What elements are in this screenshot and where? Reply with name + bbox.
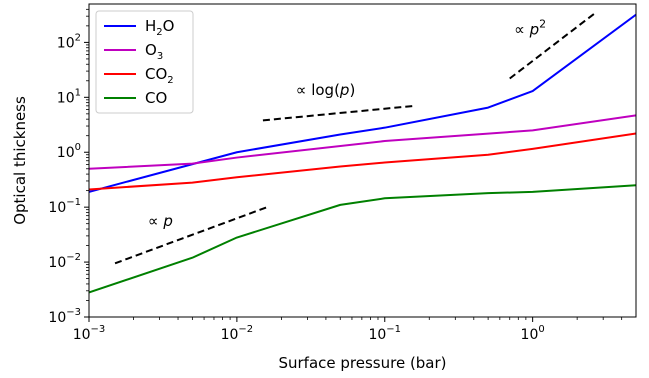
x-tick-label: 10−3 [73, 324, 106, 343]
annotation-2: ∝ log(p) [296, 81, 356, 99]
legend: H2O O3 CO2 CO [95, 10, 194, 114]
annotation-3: ∝ p2 [514, 17, 546, 38]
legend-label: CO [145, 89, 167, 107]
reference-line-2 [262, 104, 416, 122]
x-tick-label: 10−1 [368, 324, 401, 343]
legend-label: CO2 [145, 65, 174, 86]
series-line-h2o [89, 13, 636, 193]
series-line-co2 [89, 132, 636, 191]
annotation-1: ∝ p [148, 212, 173, 230]
y-tick-label: 10−3 [48, 307, 81, 326]
annotations: ∝ p ∝ log(p) ∝ p2 [148, 17, 546, 230]
y-axis-label: Optical thickness [11, 96, 29, 225]
legend-box [95, 10, 194, 114]
reference-line-1 [114, 206, 268, 265]
y-tick-label: 101 [57, 87, 81, 106]
plot-content [89, 13, 636, 294]
legend-label: O3 [145, 41, 163, 62]
series-line-co [89, 184, 636, 294]
axes: 10−3 10−2 10−1 100 10−3 10−2 10−1 100 101 102 [48, 8, 623, 343]
y-tick-label: 10−1 [48, 197, 81, 216]
x-tick-label: 100 [521, 324, 545, 343]
x-axis-label: Surface pressure (bar) [278, 354, 446, 372]
x-tick-label: 10−2 [221, 324, 254, 343]
y-tick-label: 102 [57, 32, 81, 51]
series-line-o3 [89, 114, 636, 170]
legend-label: H2O [145, 17, 174, 38]
y-tick-label: 100 [57, 142, 81, 161]
y-tick-label: 10−2 [48, 252, 81, 271]
reference-line-3 [509, 13, 595, 80]
